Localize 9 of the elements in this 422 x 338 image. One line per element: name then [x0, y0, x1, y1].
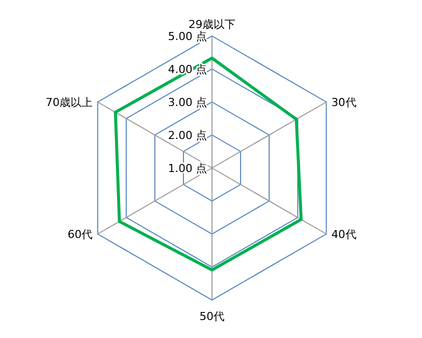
spoke-label: 29歳以下	[188, 18, 236, 31]
spoke-label: 60代	[68, 228, 93, 241]
y-tick-label: 3.00 点	[168, 96, 207, 109]
spoke-label: 40代	[331, 228, 356, 241]
spoke-label: 30代	[331, 96, 356, 109]
spoke-label: 50代	[200, 310, 224, 323]
y-tick-label: 2.00 点	[168, 129, 207, 142]
spoke-label: 70歳以上	[46, 96, 93, 109]
y-tick-label: 5.00 点	[168, 30, 207, 43]
